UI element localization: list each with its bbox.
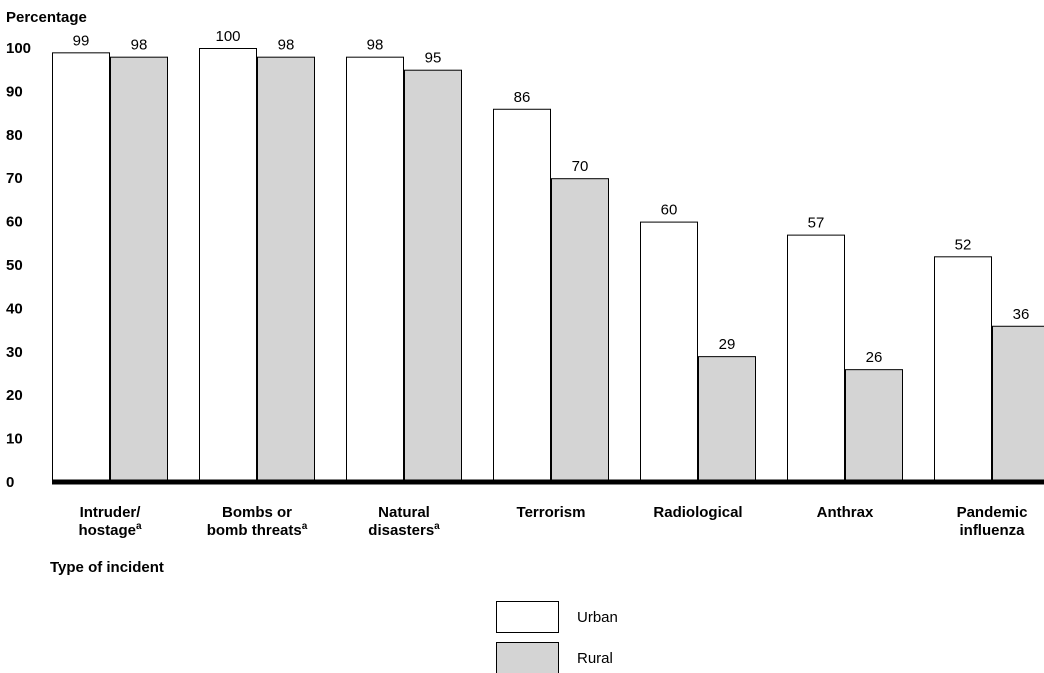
category-label: Terrorism <box>517 504 586 521</box>
data-label: 98 <box>367 37 384 54</box>
category-label: Anthrax <box>817 504 874 521</box>
bar-urban <box>934 256 992 483</box>
bar-urban <box>493 108 551 483</box>
bar-rural <box>551 178 609 483</box>
data-label: 98 <box>278 37 295 54</box>
y-tick-label: 40 <box>6 300 23 317</box>
category-label: Pandemic influenza <box>957 504 1028 539</box>
y-tick-label: 50 <box>6 257 23 274</box>
legend: Urban Rural <box>496 601 618 673</box>
bar-urban <box>52 52 110 484</box>
y-tick-label: 10 <box>6 431 23 448</box>
x-axis-line <box>52 479 1044 485</box>
data-labels: 99 100 98 86 60 57 52 98 98 95 70 29 26 36 <box>73 28 1030 366</box>
bar-urban <box>640 221 698 483</box>
bar-rural <box>404 69 462 483</box>
bar-urban <box>346 56 404 484</box>
data-label: 100 <box>215 28 240 45</box>
y-tick-label: 60 <box>6 214 23 231</box>
bar-rural <box>110 56 168 484</box>
legend-swatch-rural <box>496 642 559 673</box>
data-label: 29 <box>719 336 736 353</box>
category-label: Natural disastersa <box>368 504 440 539</box>
data-label: 36 <box>1013 306 1030 323</box>
y-tick-label: 100 <box>6 40 31 57</box>
bar-urban <box>787 234 845 483</box>
category-label: Radiological <box>653 504 742 521</box>
y-tick-label: 30 <box>6 344 23 361</box>
data-label: 57 <box>808 215 825 232</box>
legend-label-urban: Urban <box>577 609 618 626</box>
category-labels: Intruder/hostagea Bombs or bomb threatsa Na… <box>78 504 1027 539</box>
data-label: 98 <box>131 37 148 54</box>
y-axis-title: Percentage <box>6 9 87 26</box>
data-label: 95 <box>425 50 442 67</box>
bar-rural <box>845 369 903 483</box>
data-label: 86 <box>514 89 531 106</box>
bar-rural <box>992 325 1044 484</box>
data-label: 70 <box>572 158 589 175</box>
y-tick-label: 0 <box>6 474 14 491</box>
category-label: Intruder/hostagea <box>78 504 142 539</box>
category-label: Bombs or bomb threatsa <box>207 504 308 539</box>
bar-rural <box>257 56 315 484</box>
x-axis-title: Type of incident <box>50 559 164 576</box>
y-tick-label: 20 <box>6 387 23 404</box>
bar-rural <box>698 356 756 484</box>
y-tick-label: 80 <box>6 127 23 144</box>
legend-label-rural: Rural <box>577 650 613 667</box>
data-label: 99 <box>73 32 90 49</box>
y-tick-label: 90 <box>6 83 23 100</box>
data-label: 60 <box>661 202 678 219</box>
legend-swatch-urban <box>496 601 559 633</box>
data-label: 26 <box>866 349 883 366</box>
bars <box>52 48 1044 484</box>
bar-urban <box>199 48 257 483</box>
data-label: 52 <box>955 236 972 253</box>
y-axis-ticks: 0 10 20 30 40 50 60 70 80 90 100 <box>6 40 31 491</box>
y-tick-label: 70 <box>6 170 23 187</box>
